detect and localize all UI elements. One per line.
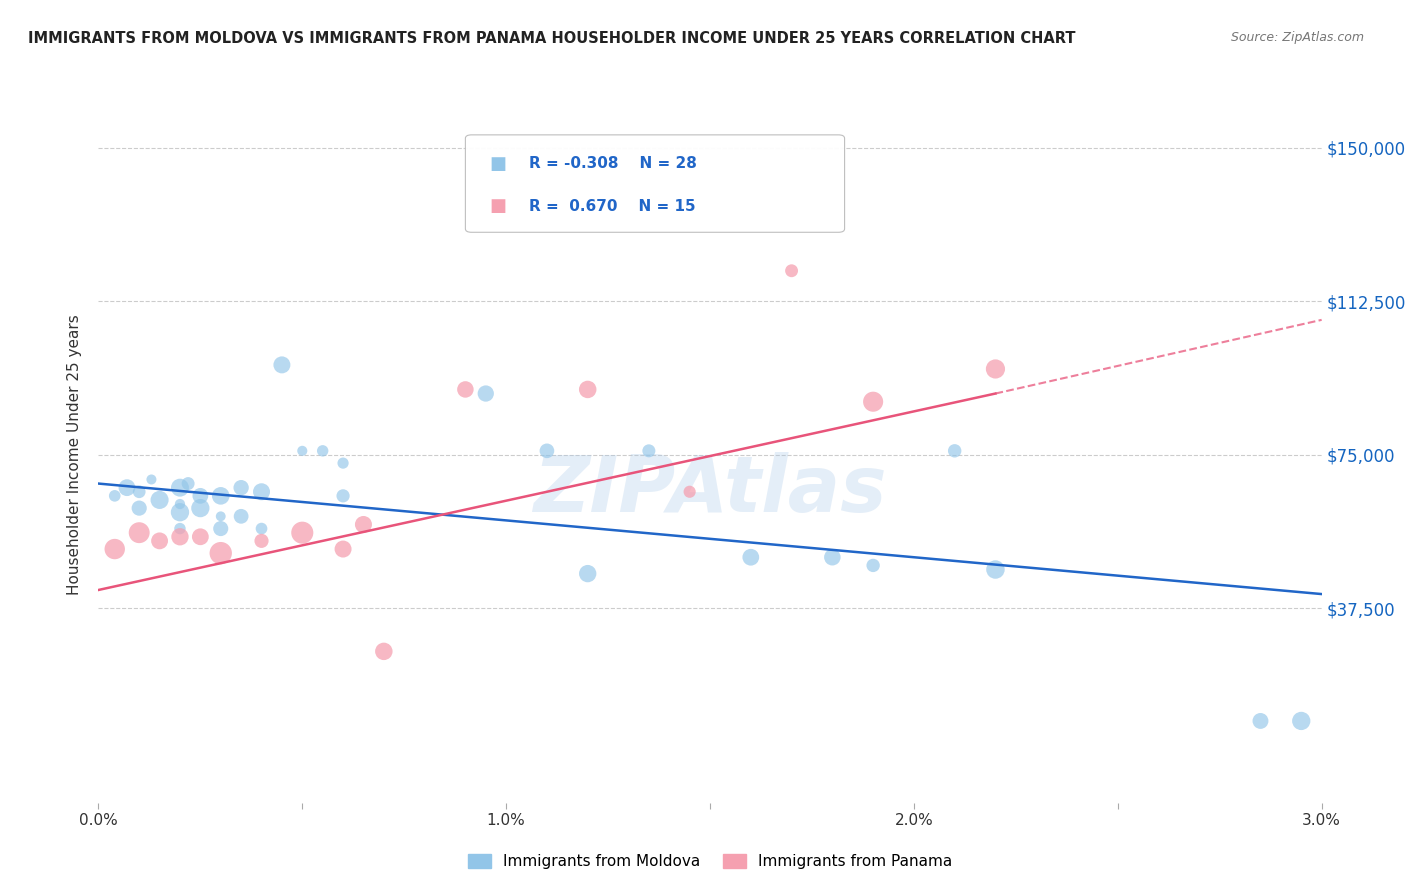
Point [141,473,163,487]
Point [149,533,172,548]
Point [373,644,395,658]
Point [104,489,127,503]
Point [780,264,803,278]
Point [291,525,314,540]
Point [862,558,884,573]
Point [311,443,335,458]
Point [169,530,191,544]
Point [177,476,200,491]
Text: IMMIGRANTS FROM MOLDOVA VS IMMIGRANTS FROM PANAMA HOUSEHOLDER INCOME UNDER 25 YE: IMMIGRANTS FROM MOLDOVA VS IMMIGRANTS FR… [28,31,1076,46]
Point [984,362,1007,376]
Point [209,509,232,524]
Point [576,566,599,581]
Point [291,443,314,458]
Point [250,522,273,536]
Text: ZIPAtlas: ZIPAtlas [533,451,887,528]
Point [352,517,374,532]
Point [637,443,661,458]
Point [332,489,354,503]
Point [128,525,150,540]
Point [740,550,762,565]
Point [270,358,292,372]
Text: ■: ■ [489,154,506,173]
Point [454,383,477,397]
Point [188,489,212,503]
Point [169,505,191,519]
Text: R = -0.308    N = 28: R = -0.308 N = 28 [529,156,697,171]
Point [862,394,884,409]
Point [188,530,212,544]
Point [332,456,354,470]
Point [188,501,212,516]
Point [474,386,498,401]
Point [209,522,232,536]
Point [209,546,232,560]
Point [984,562,1007,576]
Point [115,481,138,495]
Text: Source: ZipAtlas.com: Source: ZipAtlas.com [1230,31,1364,45]
Point [149,492,172,507]
Point [821,550,844,565]
Point [250,533,273,548]
FancyBboxPatch shape [465,135,845,232]
Point [209,489,232,503]
Point [332,542,354,557]
Point [250,484,273,499]
Point [104,542,127,557]
Point [169,522,191,536]
Text: R =  0.670    N = 15: R = 0.670 N = 15 [529,199,696,214]
Point [679,484,702,499]
Point [1289,714,1312,728]
Y-axis label: Householder Income Under 25 years: Householder Income Under 25 years [67,315,83,595]
Point [128,484,150,499]
Point [576,383,599,397]
Point [231,509,253,524]
Point [169,481,191,495]
Point [943,443,966,458]
Text: ■: ■ [489,197,506,215]
Point [536,443,558,458]
Point [231,481,253,495]
Point [169,497,191,511]
Legend: Immigrants from Moldova, Immigrants from Panama: Immigrants from Moldova, Immigrants from… [461,848,959,875]
Point [1249,714,1271,728]
Point [128,501,150,516]
